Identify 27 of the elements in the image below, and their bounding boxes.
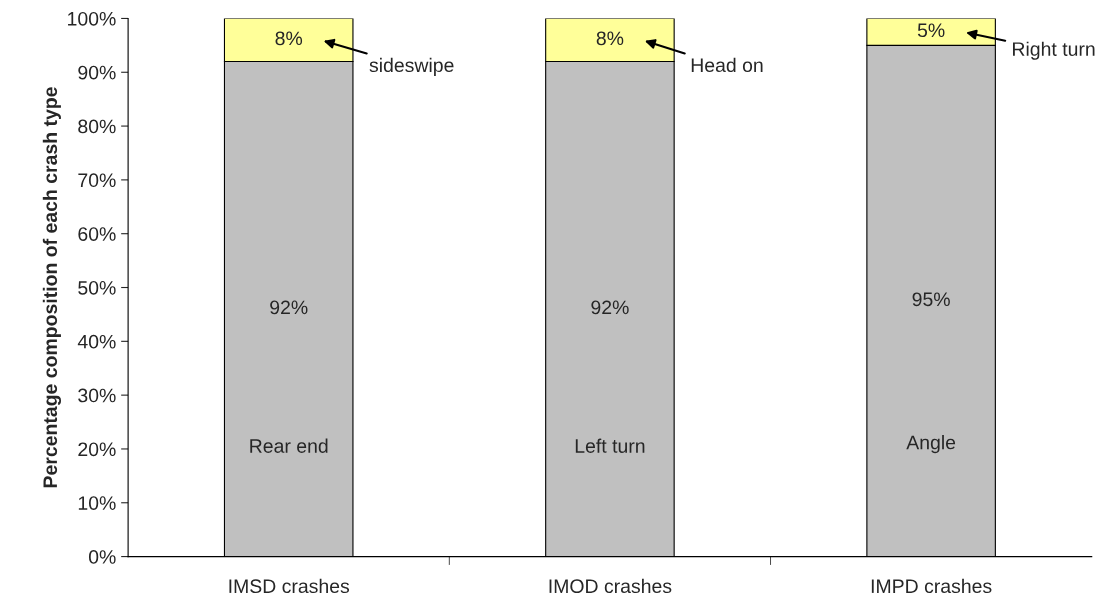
annotation: Angle <box>906 435 956 454</box>
x-tick-label: IMSD crashes <box>229 578 350 594</box>
y-tick-label: 100% <box>68 11 116 26</box>
x-tick-label: IMOD crashes <box>549 578 672 594</box>
annotation: Head on <box>691 57 763 73</box>
annotation: sideswipe <box>369 57 454 76</box>
y-tick-label: 60% <box>78 227 116 241</box>
y-tick-label: 70% <box>78 173 116 188</box>
y-tick-label: 80% <box>78 119 116 134</box>
data-label: 92% <box>270 300 308 315</box>
y-tick-label: 90% <box>78 65 116 80</box>
y-axis-title: Percentage composition of each crash type <box>42 87 62 488</box>
data-label: 8% <box>275 31 303 46</box>
data-label: 8% <box>596 31 624 46</box>
data-label: 95% <box>912 292 950 307</box>
annotation: Left turn <box>575 438 645 453</box>
y-tick-label: 0% <box>88 550 116 564</box>
annotation: Right turn <box>1013 41 1095 60</box>
annotation: Rear end <box>250 438 328 453</box>
data-label: 92% <box>591 300 629 315</box>
y-tick-label: 20% <box>78 442 116 457</box>
y-tick-label: 10% <box>78 496 116 510</box>
y-tick-label: 40% <box>77 334 116 349</box>
data-label: 5% <box>917 23 945 38</box>
y-tick-label: 50% <box>78 280 116 295</box>
x-tick-label: IMPD crashes <box>871 578 992 594</box>
y-tick-label: 30% <box>78 388 116 403</box>
